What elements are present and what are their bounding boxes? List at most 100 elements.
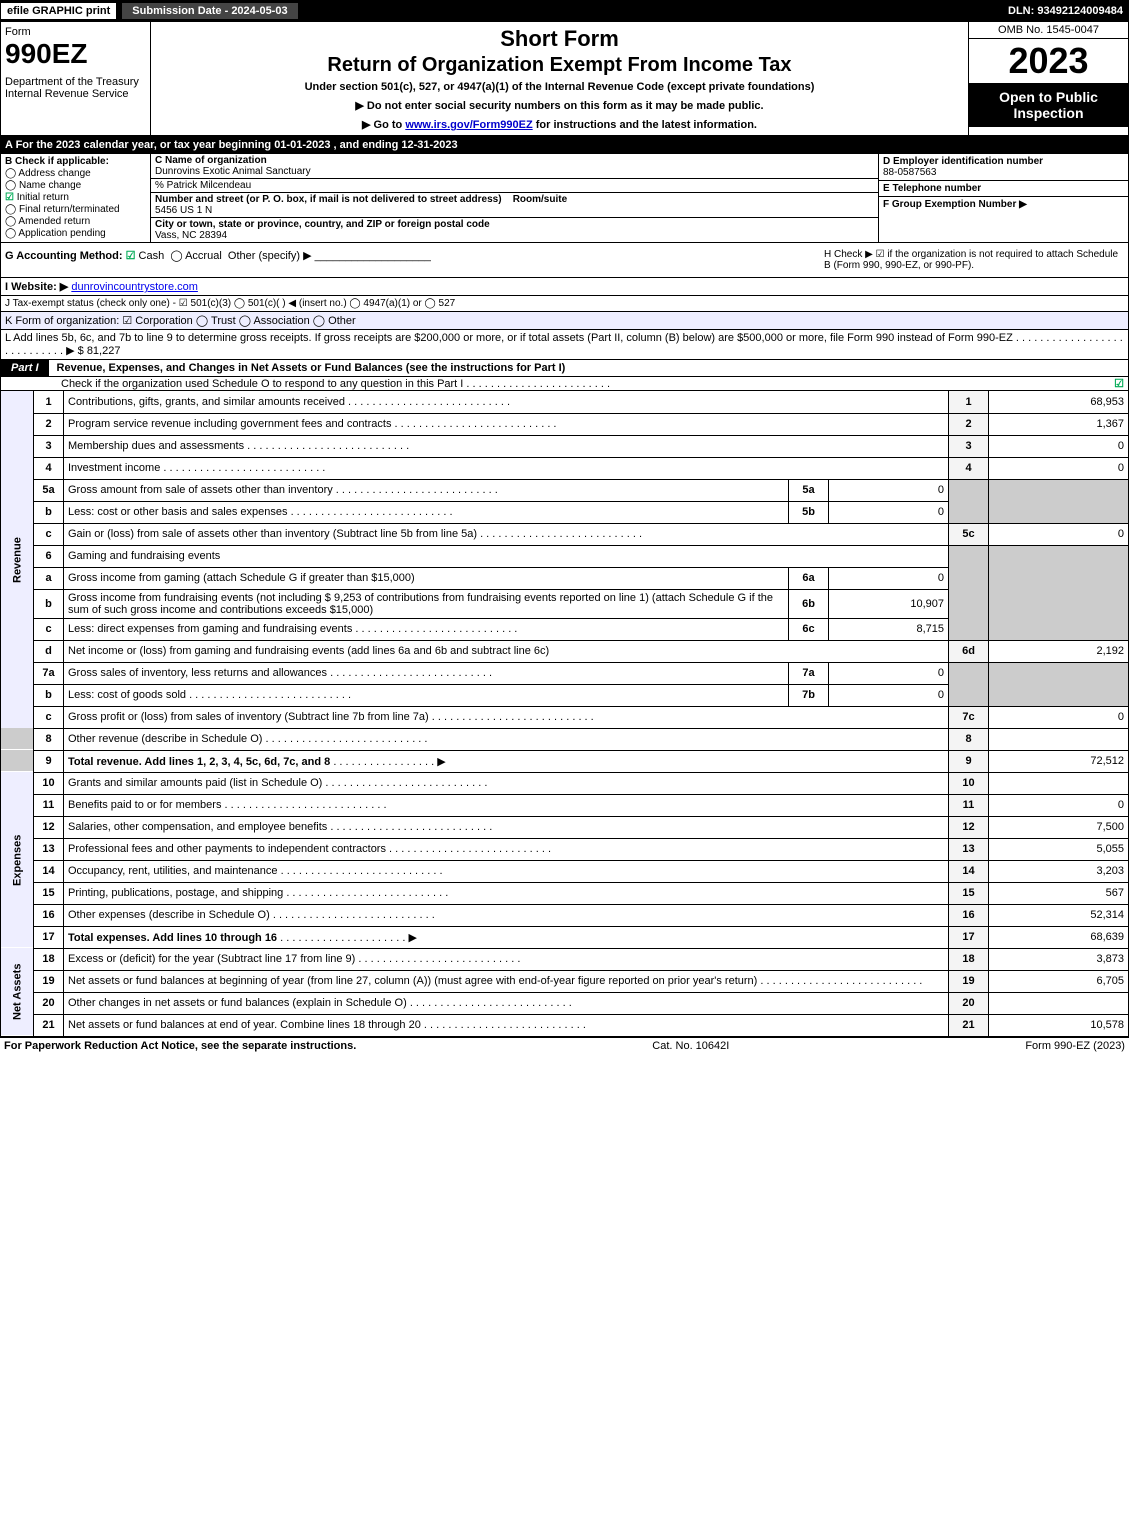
- ln-1: 1: [34, 391, 64, 413]
- desc-7b: Less: cost of goods sold: [64, 684, 789, 706]
- row-i: I Website: ▶ dunrovincountrystore.com: [0, 278, 1129, 296]
- val-11: 0: [989, 794, 1129, 816]
- val-13: 5,055: [989, 838, 1129, 860]
- h-schedule-b: H Check ▶ ☑ if the organization is not r…: [824, 249, 1124, 271]
- form-label: Form: [5, 26, 146, 38]
- desc-19: Net assets or fund balances at beginning…: [64, 970, 949, 992]
- chk-accrual[interactable]: Accrual: [185, 250, 222, 262]
- efile-print-button[interactable]: efile GRAPHIC print: [0, 2, 117, 20]
- side-net-assets: Net Assets: [1, 948, 34, 1036]
- desc-6a: Gross income from gaming (attach Schedul…: [64, 567, 789, 589]
- desc-3: Membership dues and assessments: [64, 435, 949, 457]
- desc-5b: Less: cost or other basis and sales expe…: [64, 501, 789, 523]
- desc-7a: Gross sales of inventory, less returns a…: [64, 662, 789, 684]
- open-to-public: Open to Public Inspection: [969, 83, 1128, 127]
- part-i-tab: Part I: [1, 360, 49, 376]
- city-label: City or town, state or province, country…: [155, 219, 490, 230]
- val-7c: 0: [989, 706, 1129, 728]
- section-bcdef: B Check if applicable: ◯ Address change …: [0, 154, 1129, 243]
- desc-12: Salaries, other compensation, and employ…: [64, 816, 949, 838]
- desc-6b: Gross income from fundraising events (no…: [64, 589, 789, 618]
- row-k-org-form: K Form of organization: ☑ Corporation ◯ …: [0, 312, 1129, 330]
- d-header: D Employer identification number: [883, 156, 1124, 167]
- department: Department of the Treasury Internal Reve…: [5, 76, 146, 100]
- part-i-header: Part I Revenue, Expenses, and Changes in…: [0, 360, 1129, 377]
- chk-final-return[interactable]: ◯ Final return/terminated: [5, 204, 146, 215]
- val-4: 0: [989, 457, 1129, 479]
- desc-21: Net assets or fund balances at end of ye…: [64, 1014, 949, 1036]
- val-6a: 0: [829, 567, 949, 589]
- part-i-checkbox[interactable]: ☑: [1114, 377, 1128, 390]
- submission-date: Submission Date - 2024-05-03: [121, 2, 298, 20]
- desc-4: Investment income: [64, 457, 949, 479]
- street-label: Number and street (or P. O. box, if mail…: [155, 194, 502, 205]
- desc-13: Professional fees and other payments to …: [64, 838, 949, 860]
- chk-name-change[interactable]: ◯ Name change: [5, 180, 146, 191]
- cat-no: Cat. No. 10642I: [652, 1040, 729, 1052]
- desc-6c: Less: direct expenses from gaming and fu…: [64, 618, 789, 640]
- row-l-gross-receipts: L Add lines 5b, 6c, and 7b to line 9 to …: [0, 330, 1129, 360]
- i-label: I Website: ▶: [5, 281, 68, 293]
- room-label: Room/suite: [513, 194, 567, 205]
- other-specify: Other (specify) ▶: [228, 250, 312, 262]
- chk-cash[interactable]: ☑: [126, 250, 136, 262]
- g-label: G Accounting Method:: [5, 250, 126, 262]
- desc-5c: Gain or (loss) from sale of assets other…: [64, 523, 949, 545]
- b-header: B Check if applicable:: [5, 156, 146, 167]
- part-i-title: Revenue, Expenses, and Changes in Net As…: [49, 362, 566, 374]
- form-id: Form 990-EZ (2023): [1025, 1040, 1125, 1052]
- val-17: 68,639: [989, 926, 1129, 948]
- val-5b: 0: [829, 501, 949, 523]
- side-revenue: Revenue: [1, 391, 34, 728]
- chk-amended[interactable]: ◯ Amended return: [5, 216, 146, 227]
- desc-7c: Gross profit or (loss) from sales of inv…: [64, 706, 949, 728]
- form-number: 990EZ: [5, 38, 146, 70]
- chk-address-change[interactable]: ◯ Address change: [5, 168, 146, 179]
- val-5a: 0: [829, 479, 949, 501]
- omb-number: OMB No. 1545-0047: [969, 22, 1128, 39]
- row-a-period: A For the 2023 calendar year, or tax yea…: [0, 136, 1129, 154]
- val-7a: 0: [829, 662, 949, 684]
- val-5c: 0: [989, 523, 1129, 545]
- val-6c: 8,715: [829, 618, 949, 640]
- chk-initial-return[interactable]: ☑ Initial return: [5, 192, 146, 203]
- desc-6d: Net income or (loss) from gaming and fun…: [64, 640, 949, 662]
- val-15: 567: [989, 882, 1129, 904]
- desc-5a: Gross amount from sale of assets other t…: [64, 479, 789, 501]
- side-expenses: Expenses: [1, 772, 34, 948]
- irs-link[interactable]: www.irs.gov/Form990EZ: [405, 119, 532, 131]
- val-19: 6,705: [989, 970, 1129, 992]
- title-return: Return of Organization Exempt From Incom…: [161, 54, 958, 77]
- revenue-table: Revenue 1Contributions, gifts, grants, a…: [0, 391, 1129, 1037]
- chk-app-pending[interactable]: ◯ Application pending: [5, 228, 146, 239]
- care-of: % Patrick Milcendeau: [151, 179, 878, 193]
- org-name: Dunrovins Exotic Animal Sanctuary: [155, 166, 311, 177]
- val-9: 72,512: [989, 750, 1129, 772]
- row-j-tax-exempt: J Tax-exempt status (check only one) - ☑…: [0, 296, 1129, 312]
- desc-1: Contributions, gifts, grants, and simila…: [64, 391, 949, 413]
- footer: For Paperwork Reduction Act Notice, see …: [0, 1037, 1129, 1054]
- top-bar: efile GRAPHIC print Submission Date - 20…: [0, 0, 1129, 22]
- val-21: 10,578: [989, 1014, 1129, 1036]
- tax-year: 2023: [969, 39, 1128, 83]
- desc-9: Total revenue. Add lines 1, 2, 3, 4, 5c,…: [64, 750, 949, 772]
- val-14: 3,203: [989, 860, 1129, 882]
- title-short-form: Short Form: [161, 26, 958, 52]
- c-name-label: C Name of organization: [155, 155, 267, 166]
- col-c: C Name of organizationDunrovins Exotic A…: [151, 154, 878, 242]
- desc-2: Program service revenue including govern…: [64, 413, 949, 435]
- website-link[interactable]: dunrovincountrystore.com: [71, 281, 198, 293]
- desc-16: Other expenses (describe in Schedule O): [64, 904, 949, 926]
- val-1: 68,953: [989, 391, 1129, 413]
- street: 5456 US 1 N: [155, 205, 212, 216]
- col-def: D Employer identification number88-05875…: [878, 154, 1128, 242]
- val-20: [989, 992, 1129, 1014]
- form-header: Form 990EZ Department of the Treasury In…: [0, 22, 1129, 136]
- part-i-sub: Check if the organization used Schedule …: [0, 377, 1129, 391]
- val-2: 1,367: [989, 413, 1129, 435]
- city: Vass, NC 28394: [155, 230, 227, 241]
- ein: 88-0587563: [883, 167, 1124, 178]
- desc-18: Excess or (deficit) for the year (Subtra…: [64, 948, 949, 970]
- desc-8: Other revenue (describe in Schedule O): [64, 728, 949, 750]
- desc-20: Other changes in net assets or fund bala…: [64, 992, 949, 1014]
